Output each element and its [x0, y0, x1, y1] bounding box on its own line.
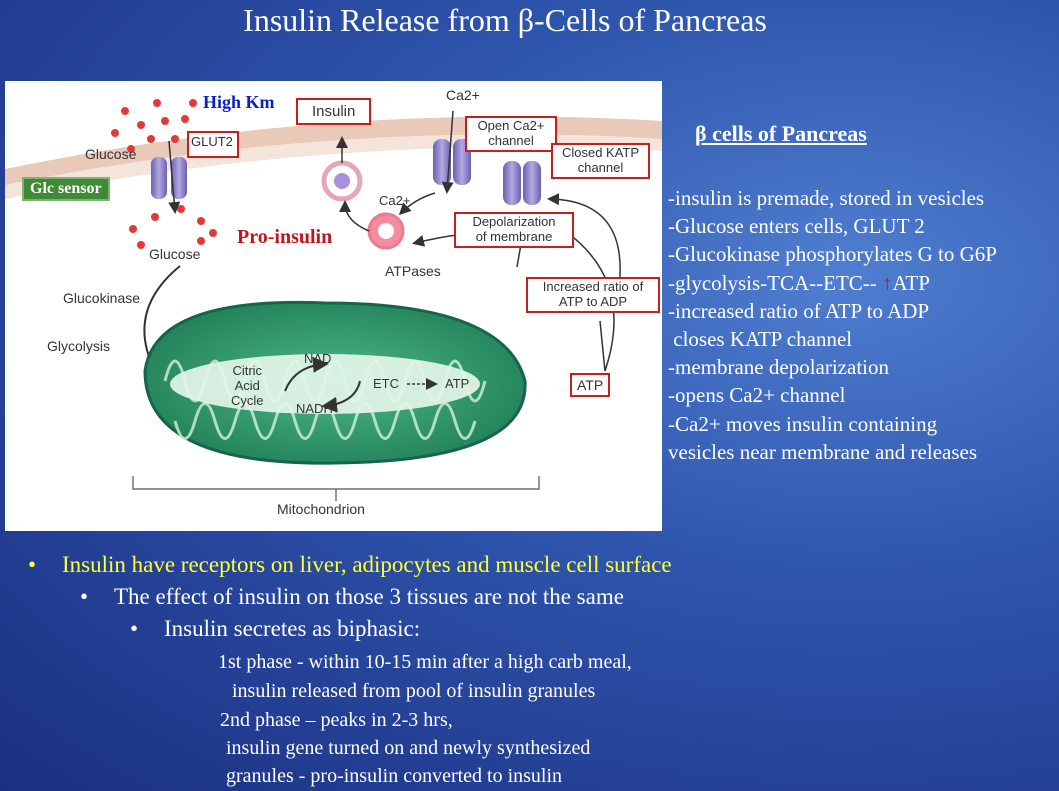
list-item: -increased ratio of ATP to ADP	[668, 298, 930, 323]
slide-title: Insulin Release from β-Cells of Pancreas	[243, 2, 767, 38]
open-ca-channel-label: Open Ca2+ channel	[465, 116, 557, 152]
list-item: closes KATP channel	[668, 327, 853, 352]
mitochondrion-bracket	[132, 476, 540, 490]
atp-mito-label: ATP	[445, 376, 470, 391]
closed-katp-label: Closed KATP channel	[551, 143, 650, 179]
citric-acid-cycle-label: Citric Acid Cycle	[231, 363, 264, 408]
phase2-line1: 2nd phase – peaks in 2-3 hrs,	[220, 709, 453, 731]
ca-top-label: Ca2+	[446, 87, 480, 103]
phase1-line2: insulin released from pool of insulin gr…	[232, 680, 596, 702]
ca-inner-label: Ca2+	[379, 193, 411, 208]
glucokinase-label: Glucokinase	[63, 290, 141, 306]
glycolysis-label: Glycolysis	[47, 338, 111, 354]
bullet-level-2: • The effect of insulin on those 3 tissue…	[80, 584, 624, 609]
atp-adp-ratio-label: Increased ratio of ATP to ADP	[526, 277, 660, 313]
list-item: -Glucose enters cells, GLUT 2	[668, 214, 925, 239]
phase2-line3: granules - pro-insulin converted to insu…	[226, 765, 563, 787]
list-item: -insulin is premade, stored in vesicles	[668, 186, 985, 210]
glut2-label: GLUT2	[187, 131, 239, 158]
list-item: -membrane depolarization	[668, 355, 889, 380]
list-item: -glycolysis-TCA--ETC-- ↑ATP	[668, 270, 930, 295]
bullet-level-3: • Insulin secretes as biphasic:	[130, 616, 421, 641]
diagram-graphics	[5, 99, 662, 501]
katp-channel	[503, 161, 541, 205]
glut2-transporter	[151, 157, 187, 199]
glucose-outside-label: Glucose	[85, 146, 137, 162]
pro-insulin-label: Pro-insulin	[237, 226, 333, 248]
glc-sensor-label: Glc sensor	[22, 177, 110, 201]
phase1-line1: 1st phase - within 10-15 min after a hig…	[218, 651, 632, 673]
mitochondrion-label: Mitochondrion	[277, 501, 365, 517]
high-km-label: High Km	[203, 92, 275, 112]
beta-cell-diagram: High Km Insulin Ca2+ Open Ca2+ channel Cl…	[5, 81, 662, 531]
list-item: -opens Ca2+ channel	[668, 383, 846, 408]
nadh-label: NADH	[296, 401, 333, 416]
insulin-label: Insulin	[296, 98, 372, 126]
glucose-molecules-inside	[129, 205, 217, 249]
up-arrow-icon: ↑	[882, 270, 893, 295]
etc-label: ETC	[373, 376, 399, 391]
atpases-label: ATPases	[385, 263, 441, 279]
depolarization-label: Depolarization of membrane	[454, 212, 574, 248]
right-panel-heading: β cells of Pancreas	[695, 121, 867, 146]
glucose-inside-label: Glucose	[149, 246, 201, 262]
beta-cell-steps-list: -insulin is premade, stored in vesicles …	[668, 184, 997, 466]
list-item: vesicles near membrane and releases	[668, 439, 978, 464]
phase2-line2: insulin gene turned on and newly synthes…	[226, 737, 591, 759]
list-item: -Ca2+ moves insulin containing	[668, 411, 938, 436]
nad-label: NAD	[304, 351, 332, 366]
bullet-level-1: • Insulin have receptors on liver, adipoc…	[28, 552, 672, 577]
mitochondrion	[143, 300, 527, 465]
list-item: -Glucokinase phosphorylates G to G6P	[668, 242, 997, 267]
atp-box-label: ATP	[570, 373, 611, 398]
